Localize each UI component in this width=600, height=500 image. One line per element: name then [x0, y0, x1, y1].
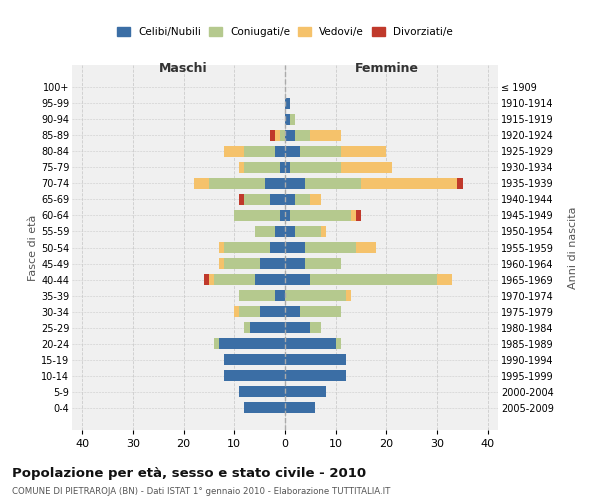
Bar	[275, 290, 285, 302]
Bar	[214, 274, 254, 285]
Bar	[285, 354, 346, 366]
Bar	[234, 210, 280, 221]
Bar	[336, 338, 341, 349]
Bar	[275, 146, 285, 157]
Text: Femmine: Femmine	[355, 62, 418, 74]
Bar	[239, 306, 260, 318]
Bar	[285, 178, 305, 189]
Bar	[224, 370, 285, 382]
Bar	[224, 258, 260, 270]
Bar	[310, 130, 341, 141]
Bar	[290, 114, 295, 125]
Bar	[285, 402, 316, 413]
Bar	[219, 258, 224, 270]
Bar	[285, 210, 290, 221]
Bar	[239, 194, 244, 205]
Bar	[285, 162, 290, 173]
Bar	[285, 258, 305, 270]
Bar	[341, 146, 386, 157]
Bar	[341, 162, 392, 173]
Bar	[310, 274, 437, 285]
Text: Maschi: Maschi	[159, 62, 208, 74]
Bar	[356, 242, 376, 254]
Bar	[270, 194, 285, 205]
Bar	[285, 274, 310, 285]
Bar	[194, 178, 209, 189]
Bar	[320, 226, 326, 237]
Bar	[234, 306, 239, 318]
Bar	[280, 210, 285, 221]
Bar	[224, 146, 244, 157]
Bar	[254, 226, 275, 237]
Bar	[300, 146, 341, 157]
Bar	[361, 178, 457, 189]
Text: COMUNE DI PIETRAROJA (BN) - Dati ISTAT 1° gennaio 2010 - Elaborazione TUTTITALIA: COMUNE DI PIETRAROJA (BN) - Dati ISTAT 1…	[12, 488, 391, 496]
Bar	[244, 322, 250, 334]
Bar	[224, 354, 285, 366]
Bar	[204, 274, 209, 285]
Bar	[275, 130, 280, 141]
Bar	[260, 306, 285, 318]
Bar	[346, 290, 351, 302]
Bar	[219, 242, 224, 254]
Bar	[270, 242, 285, 254]
Bar	[285, 130, 295, 141]
Y-axis label: Anni di nascita: Anni di nascita	[568, 206, 578, 289]
Bar	[244, 146, 275, 157]
Bar	[285, 98, 290, 109]
Bar	[305, 242, 356, 254]
Bar	[280, 162, 285, 173]
Bar	[285, 290, 346, 302]
Bar	[285, 386, 326, 398]
Bar	[305, 258, 341, 270]
Bar	[244, 194, 270, 205]
Bar	[457, 178, 463, 189]
Bar	[356, 210, 361, 221]
Bar	[270, 130, 275, 141]
Bar	[285, 114, 290, 125]
Bar	[351, 210, 356, 221]
Bar	[244, 162, 280, 173]
Bar	[250, 322, 285, 334]
Bar	[244, 402, 285, 413]
Bar	[239, 162, 244, 173]
Text: Popolazione per età, sesso e stato civile - 2010: Popolazione per età, sesso e stato civil…	[12, 468, 366, 480]
Bar	[285, 338, 336, 349]
Bar	[285, 242, 305, 254]
Bar	[285, 306, 300, 318]
Bar	[437, 274, 452, 285]
Bar	[254, 274, 285, 285]
Bar	[285, 226, 295, 237]
Bar	[219, 338, 285, 349]
Bar	[285, 146, 300, 157]
Bar	[265, 178, 285, 189]
Bar	[290, 210, 351, 221]
Bar	[295, 130, 310, 141]
Bar	[310, 322, 320, 334]
Bar	[285, 370, 346, 382]
Bar	[209, 178, 265, 189]
Bar	[280, 130, 285, 141]
Bar	[224, 242, 270, 254]
Bar	[295, 226, 320, 237]
Bar	[260, 258, 285, 270]
Bar	[290, 162, 341, 173]
Bar	[310, 194, 320, 205]
Legend: Celibi/Nubili, Coniugati/e, Vedovi/e, Divorziati/e: Celibi/Nubili, Coniugati/e, Vedovi/e, Di…	[113, 23, 457, 42]
Bar	[285, 322, 310, 334]
Bar	[275, 226, 285, 237]
Bar	[239, 290, 275, 302]
Bar	[209, 274, 214, 285]
Bar	[214, 338, 219, 349]
Y-axis label: Fasce di età: Fasce di età	[28, 214, 38, 280]
Bar	[285, 194, 295, 205]
Bar	[300, 306, 341, 318]
Bar	[295, 194, 310, 205]
Bar	[239, 386, 285, 398]
Bar	[305, 178, 361, 189]
